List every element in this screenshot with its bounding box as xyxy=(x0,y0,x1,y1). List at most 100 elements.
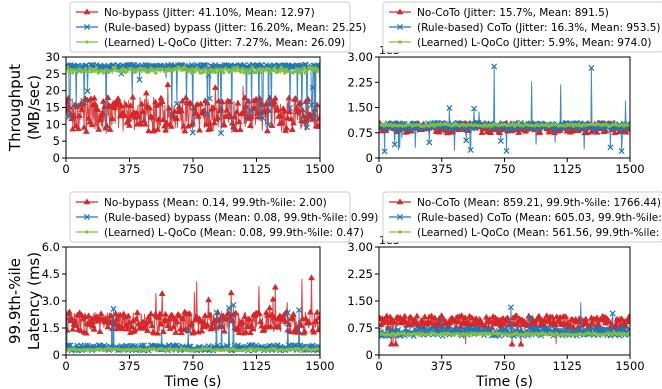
data-point xyxy=(147,310,155,317)
data-point xyxy=(267,323,275,330)
data-point xyxy=(77,67,82,71)
data-point xyxy=(98,109,106,116)
data-point xyxy=(463,318,471,325)
data-point xyxy=(171,315,179,322)
data-point xyxy=(545,128,553,135)
data-point xyxy=(218,67,223,71)
x-tick-label: 1125 xyxy=(553,359,582,373)
data-point xyxy=(206,95,213,102)
data-point xyxy=(185,309,193,316)
data-point xyxy=(95,314,103,321)
data-point xyxy=(468,314,476,321)
data-point xyxy=(104,323,112,330)
data-point xyxy=(122,66,126,71)
data-point xyxy=(191,68,195,72)
data-point xyxy=(257,67,262,71)
data-point xyxy=(303,124,311,131)
y-tick-label: 20 xyxy=(45,84,60,98)
x-axis-label: Time (s) xyxy=(164,374,222,389)
data-point xyxy=(301,327,309,334)
x-tick-label: 0 xyxy=(62,359,69,373)
series-green xyxy=(66,346,320,353)
data-point xyxy=(230,301,237,309)
data-point xyxy=(426,319,434,326)
legend-label: (Rule-based) CoTo (Mean: 605.03, 99.9th-… xyxy=(417,212,662,224)
data-point xyxy=(93,69,97,74)
data-point xyxy=(513,312,520,319)
legend-label: (Learned) L-QoCo (Jitter: 5.9%, Mean: 97… xyxy=(417,37,651,49)
data-point xyxy=(387,340,395,347)
data-point xyxy=(145,313,153,320)
data-point xyxy=(487,129,495,135)
x-axis-label: Time (s) xyxy=(475,374,533,389)
data-point xyxy=(523,327,530,334)
data-point xyxy=(467,146,474,154)
data-point xyxy=(136,76,143,83)
data-point xyxy=(179,68,184,72)
x-tick-label: 750 xyxy=(182,359,204,373)
legend-label: No-CoTo (Jitter: 15.7%, Mean: 891.5) xyxy=(417,7,609,19)
data-point xyxy=(605,317,613,324)
data-point xyxy=(178,66,182,70)
data-point xyxy=(589,319,596,326)
data-point xyxy=(172,328,180,335)
data-point xyxy=(305,70,309,75)
y-tick-label: 3.0 xyxy=(42,294,60,308)
data-point xyxy=(187,99,194,106)
y-tick-label: 25 xyxy=(45,67,60,81)
data-point xyxy=(302,314,310,321)
data-point xyxy=(277,112,285,119)
data-point xyxy=(260,326,268,333)
data-point xyxy=(210,119,218,126)
data-point xyxy=(96,115,104,122)
data-point xyxy=(193,70,197,74)
data-point xyxy=(625,326,630,333)
data-point xyxy=(270,98,278,104)
data-point xyxy=(233,108,241,115)
data-point xyxy=(607,144,614,151)
legend-label: (Learned) L-QoCo (Mean: 561.56, 99.9th-%… xyxy=(417,227,662,239)
data-point xyxy=(94,65,99,70)
data-point xyxy=(244,68,248,72)
legend-marker xyxy=(396,23,404,31)
data-point xyxy=(66,113,73,120)
legend-marker xyxy=(396,8,404,15)
data-point xyxy=(200,319,208,326)
legend-label: (Learned) L-QoCo (Mean: 0.08, 99.9th-%il… xyxy=(104,227,364,239)
data-point xyxy=(612,320,620,327)
data-point xyxy=(313,308,320,315)
data-point xyxy=(235,328,243,335)
x-tick-label: 0 xyxy=(375,359,382,373)
data-point xyxy=(235,65,240,69)
x-tick-label: 1500 xyxy=(305,359,334,373)
data-point xyxy=(514,320,522,327)
legend-label: (Rule-based) bypass (Jitter: 16.20%, Mea… xyxy=(104,22,366,34)
data-point xyxy=(157,94,165,101)
legend-marker xyxy=(85,40,89,44)
data-point xyxy=(185,327,192,334)
series-red xyxy=(66,274,320,336)
plot-area xyxy=(66,61,320,137)
data-point xyxy=(234,69,238,73)
y-tick-label: 1.50 xyxy=(347,294,373,308)
data-point xyxy=(413,312,421,319)
legend-marker xyxy=(396,198,404,205)
y-tick-label: 0 xyxy=(53,348,60,362)
data-point xyxy=(209,104,217,110)
data-point xyxy=(75,125,82,132)
data-point xyxy=(618,315,626,322)
data-point xyxy=(471,105,478,112)
legend-label: No-CoTo (Mean: 859.21, 99.9th-%ile: 1766… xyxy=(417,197,661,209)
data-point xyxy=(148,113,156,120)
axes-frame xyxy=(378,246,631,356)
data-point xyxy=(205,296,212,303)
data-point xyxy=(133,308,141,315)
data-point xyxy=(89,322,97,328)
data-point xyxy=(163,119,171,126)
data-point xyxy=(167,122,175,129)
x-tick-label: 750 xyxy=(494,162,516,176)
data-point xyxy=(431,314,439,321)
legend-box xyxy=(382,1,662,53)
